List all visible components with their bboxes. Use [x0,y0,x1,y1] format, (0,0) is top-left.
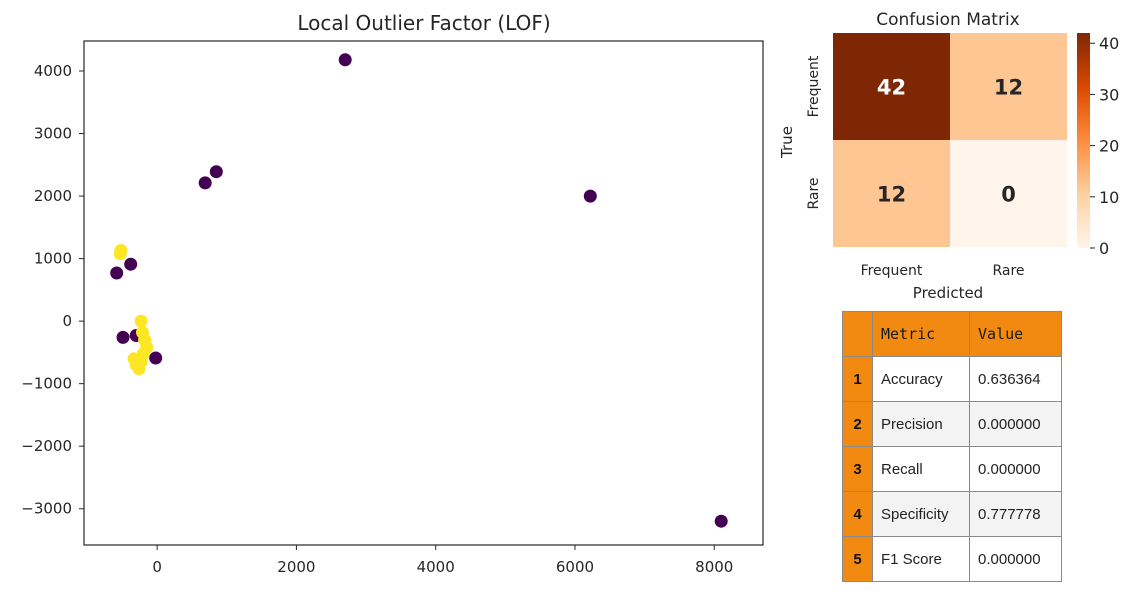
scatter-title: Local Outlier Factor (LOF) [297,11,550,35]
colorbar-tick-label: 30 [1099,85,1119,104]
x-tick-label: 4000 [417,558,455,576]
y-tick-label: 4000 [34,62,72,80]
row-index: 4 [842,491,873,537]
metrics-table: Metric Value 1 Accuracy 0.636364 2 Preci… [842,311,1062,582]
scatter-point-outlier [116,330,130,344]
colorbar-tick-label: 0 [1099,239,1109,258]
row-index: 1 [842,356,873,402]
y-tick-label: 2000 [34,187,72,205]
metric-value: 0.000000 [969,446,1062,492]
y-tick-label: 1000 [34,250,72,268]
cm-y-tick-label: Frequent [806,55,822,117]
cm-cell [833,33,950,140]
scatter-point-inlier [136,347,150,361]
row-index: 3 [842,446,873,492]
cm-x-tick-label: Rare [992,263,1024,279]
cm-title: Confusion Matrix [876,10,1020,30]
colorbar-tick-label: 20 [1099,137,1119,156]
metrics-header-metric: Metric [872,311,970,357]
cm-cell [833,140,950,247]
scatter-plot-frame [83,40,764,546]
colorbar [1077,33,1090,248]
scatter-point-outlier [198,176,212,190]
scatter-point-inlier [113,247,127,261]
metric-value: 0.777778 [969,491,1062,537]
cm-cell-value: 12 [877,183,906,207]
scatter-point-outlier [714,514,728,528]
x-tick-label: 8000 [695,558,733,576]
cm-cell-value: 0 [1001,183,1016,207]
scatter-y-axis: −3000 −2000 −1000 0 1000 2000 3000 4000 [21,62,84,518]
colorbar-ticks: 0 10 20 30 40 [1090,34,1119,258]
metrics-header-value: Value [969,311,1062,357]
cm-x-tick-label: Frequent [861,263,923,279]
y-tick-label: 3000 [34,125,72,143]
scatter-point-inlier [134,314,148,328]
scatter-point-outlier [338,53,352,67]
y-tick-label: −3000 [21,500,72,518]
metric-name: Precision [872,401,970,447]
cm-cell [950,140,1067,247]
scatter-point-outlier [583,189,597,203]
colorbar-tick-label: 10 [1099,188,1119,207]
metrics-header-row: Metric Value [842,311,1062,357]
metric-value: 0.000000 [969,536,1062,582]
cm-cells: 42 12 12 0 [833,33,1067,247]
cm-cell-value: 12 [994,76,1023,100]
scatter-x-axis: 0 2000 4000 6000 8000 [152,545,733,576]
metric-name: Specificity [872,491,970,537]
row-index: 2 [842,401,873,447]
x-tick-label: 2000 [277,558,315,576]
lof-scatter-chart: Local Outlier Factor (LOF) 0 2000 4000 6000… [21,11,764,576]
cm-xlabel: Predicted [913,284,983,302]
table-row: 5 F1 Score 0.000000 [842,536,1062,582]
cm-cell [950,33,1067,140]
metric-value: 0.000000 [969,401,1062,447]
cm-ylabel: True [778,126,796,159]
table-row: 1 Accuracy 0.636364 [842,356,1062,402]
table-row: 3 Recall 0.000000 [842,446,1062,492]
x-tick-label: 6000 [556,558,594,576]
table-row: 4 Specificity 0.777778 [842,491,1062,537]
metric-value: 0.636364 [969,356,1062,402]
scatter-point-outlier [149,351,163,365]
cm-y-tick-label: Rare [806,177,822,209]
table-row: 2 Precision 0.000000 [842,401,1062,447]
row-index: 5 [842,536,873,582]
scatter-point-outlier [209,165,223,179]
metric-name: F1 Score [872,536,970,582]
colorbar-tick-label: 40 [1099,34,1119,53]
cm-axis-labels: Frequent Rare Frequent Rare [806,55,1025,279]
scatter-points [110,53,728,528]
y-tick-label: 0 [62,312,72,330]
y-tick-label: −1000 [21,375,72,393]
scatter-point-outlier [110,266,124,280]
x-tick-label: 0 [152,558,162,576]
cm-cell-value: 42 [877,76,906,100]
metric-name: Accuracy [872,356,970,402]
metrics-header-index [842,311,873,357]
scatter-point-outlier [124,257,138,271]
y-tick-label: −2000 [21,437,72,455]
metric-name: Recall [872,446,970,492]
